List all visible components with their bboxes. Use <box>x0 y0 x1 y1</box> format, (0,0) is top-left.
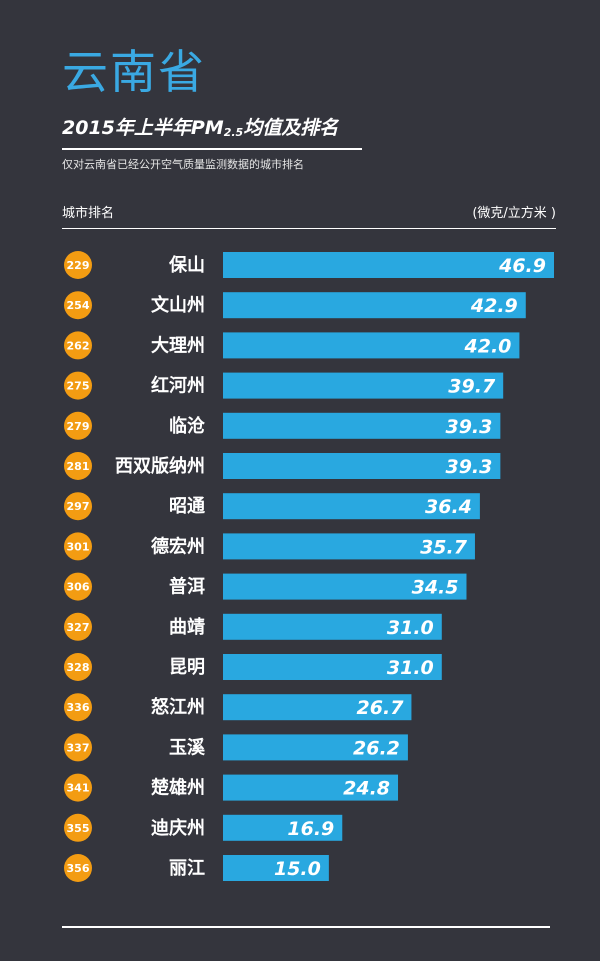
city-label: 玉溪 <box>169 737 206 758</box>
column-header-unit: (微克/立方米 ) <box>472 206 556 221</box>
city-label: 红河州 <box>151 375 205 397</box>
chart-subtitle: 2015年上半年PM2.5均值及排名 <box>62 114 338 147</box>
value-label: 39.3 <box>445 456 492 478</box>
rank-badge <box>64 532 92 561</box>
rank-badge <box>64 773 92 802</box>
value-label: 24.8 <box>343 778 390 800</box>
value-label: 42.9 <box>470 295 518 317</box>
city-label: 昆明 <box>169 657 205 678</box>
rank-badge <box>64 251 92 279</box>
value-label: 31.0 <box>387 617 434 639</box>
bar <box>223 734 408 761</box>
rank-label: 279 <box>67 420 90 433</box>
bar <box>223 372 504 399</box>
rank-label: 327 <box>67 621 90 634</box>
rank-badge <box>64 612 92 641</box>
chart-note: 仅对云南省已经公开空气质量监测数据的城市排名 <box>62 158 304 171</box>
value-label: 15.0 <box>274 858 321 880</box>
bar <box>223 493 480 520</box>
header-divider <box>62 228 556 229</box>
column-header-city: 城市排名 <box>62 206 115 221</box>
city-label: 曲靖 <box>169 616 205 638</box>
value-label: 35.7 <box>420 536 468 558</box>
rank-label: 262 <box>67 339 90 352</box>
rank-label: 355 <box>67 822 90 835</box>
value-label: 36.4 <box>425 496 472 518</box>
bar <box>223 814 343 841</box>
bar <box>223 774 399 801</box>
city-label: 普洱 <box>169 576 205 598</box>
bar <box>223 332 520 359</box>
rank-badge <box>64 733 92 762</box>
bar <box>223 573 467 600</box>
value-label: 26.2 <box>353 737 400 759</box>
bar <box>223 613 442 640</box>
city-label: 西双版纳州 <box>115 455 205 477</box>
value-label: 31.0 <box>387 657 434 679</box>
value-label: 39.7 <box>448 376 496 398</box>
city-label: 保山 <box>168 254 205 276</box>
city-label: 德宏州 <box>151 535 205 557</box>
value-label: 26.7 <box>357 697 405 719</box>
bar <box>223 533 475 560</box>
rank-label: 275 <box>67 380 90 393</box>
rank-badge <box>64 492 92 521</box>
city-label: 文山州 <box>151 294 205 316</box>
city-label: 迪庆州 <box>151 817 205 839</box>
subtitle-post: 均值及排名 <box>243 117 339 139</box>
bar <box>223 412 501 439</box>
bar <box>223 654 442 680</box>
rank-label: 341 <box>67 782 90 795</box>
rank-label: 328 <box>67 661 90 674</box>
rank-badge <box>64 653 92 681</box>
value-label: 39.3 <box>445 416 492 438</box>
rank-badge <box>64 452 92 480</box>
value-label: 46.9 <box>498 255 546 277</box>
rank-label: 297 <box>67 500 90 513</box>
rank-badge <box>64 854 92 882</box>
city-label: 楚雄州 <box>151 777 205 799</box>
city-label: 丽江 <box>169 858 205 879</box>
rank-label: 229 <box>67 259 90 272</box>
city-label: 大理州 <box>151 334 205 356</box>
value-label: 16.9 <box>287 818 334 840</box>
rank-label: 254 <box>67 299 90 312</box>
rank-label: 336 <box>67 701 90 714</box>
rank-badge <box>64 693 92 722</box>
bar <box>223 292 526 319</box>
rank-label: 301 <box>67 540 90 553</box>
city-label: 怒江州 <box>151 696 205 718</box>
rank-badge <box>64 371 92 400</box>
rank-label: 337 <box>67 741 90 754</box>
value-label: 42.0 <box>464 335 512 357</box>
page-title: 云南省 <box>62 45 206 99</box>
bar <box>223 855 329 881</box>
city-label: 临沧 <box>169 415 205 437</box>
subtitle-divider <box>62 148 362 150</box>
rank-badge <box>64 291 92 320</box>
bar <box>223 252 554 278</box>
subtitle-pre: 2015年上半年PM <box>62 117 224 139</box>
rank-label: 281 <box>67 460 90 473</box>
rank-badge <box>64 331 92 360</box>
bar <box>223 694 412 721</box>
rank-label: 356 <box>67 862 90 875</box>
rank-badge <box>64 813 92 842</box>
value-label: 34.5 <box>412 577 459 599</box>
bottom-divider <box>62 926 550 928</box>
rank-badge <box>64 572 92 601</box>
subtitle-sub: 2.5 <box>223 126 244 139</box>
rank-label: 306 <box>67 581 90 594</box>
rank-badge <box>64 411 92 440</box>
bar <box>223 453 501 479</box>
city-label: 昭通 <box>169 496 205 517</box>
